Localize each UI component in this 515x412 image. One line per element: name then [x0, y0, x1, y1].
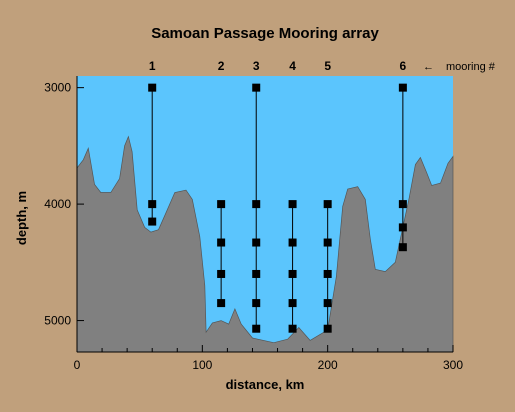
x-tick-label: 200 [318, 358, 338, 372]
mooring-1: 1 [148, 59, 157, 226]
mooring-3: 3 [252, 59, 261, 333]
instrument-marker [252, 269, 261, 278]
mooring-legend: ← mooring # [423, 61, 496, 73]
instrument-marker [288, 324, 297, 333]
y-tick-label: 5000 [44, 314, 71, 328]
mooring-5: 5 [323, 59, 332, 333]
instrument-marker [252, 324, 261, 333]
instrument-marker [288, 269, 297, 278]
instrument-marker [323, 269, 332, 278]
instrument-marker [398, 200, 407, 209]
instrument-marker [323, 238, 332, 247]
mooring-number-label: 2 [218, 59, 225, 73]
y-tick-label: 4000 [44, 197, 71, 211]
instrument-marker [398, 83, 407, 92]
mooring-legend-label: mooring # [446, 61, 496, 73]
instrument-marker [252, 238, 261, 247]
instrument-marker [288, 200, 297, 209]
x-tick-label: 100 [192, 358, 212, 372]
instrument-marker [217, 200, 226, 209]
instrument-marker [217, 269, 226, 278]
mooring-number-label: 1 [149, 59, 156, 73]
instrument-marker [398, 223, 407, 232]
instrument-marker [148, 217, 157, 226]
mooring-number-label: 6 [400, 59, 407, 73]
chart-title: Samoan Passage Mooring array [151, 25, 379, 42]
x-tick-label: 0 [74, 358, 81, 372]
instrument-marker [148, 83, 157, 92]
x-tick-label: 300 [443, 358, 463, 372]
instrument-marker [252, 200, 261, 209]
arrow-left-icon: ← [423, 61, 434, 73]
instrument-marker [288, 238, 297, 247]
y-axis-label: depth, m [14, 191, 29, 245]
mooring-2: 2 [217, 59, 226, 308]
instrument-marker [398, 243, 407, 252]
instrument-marker [217, 299, 226, 308]
instrument-marker [323, 324, 332, 333]
instrument-marker [323, 200, 332, 209]
instrument-marker [288, 299, 297, 308]
mooring-number-label: 5 [324, 59, 331, 73]
seafloor-area [76, 135, 454, 353]
instrument-marker [252, 299, 261, 308]
mooring-4: 4 [288, 59, 297, 333]
mooring-6: 6 [398, 59, 407, 252]
x-axis-label: distance, km [226, 377, 305, 392]
instrument-marker [148, 200, 157, 209]
instrument-marker [217, 238, 226, 247]
mooring-number-label: 3 [253, 59, 260, 73]
instrument-marker [323, 299, 332, 308]
instrument-marker [252, 83, 261, 92]
mooring-number-label: 4 [289, 59, 296, 73]
y-tick-label: 3000 [44, 81, 71, 95]
